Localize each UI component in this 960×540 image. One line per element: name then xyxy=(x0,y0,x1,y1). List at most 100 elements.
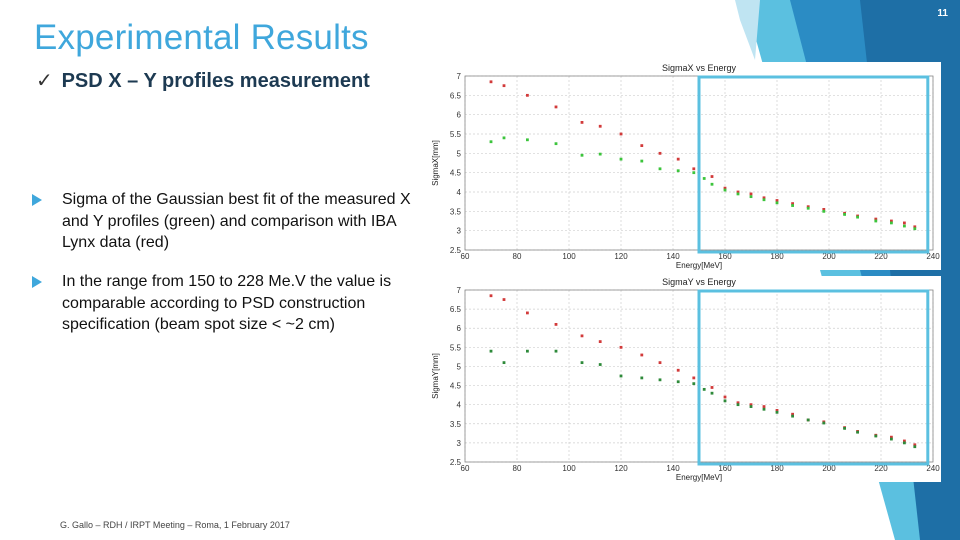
data-point xyxy=(676,157,680,161)
data-point xyxy=(526,311,529,315)
data-point xyxy=(843,426,846,430)
data-point xyxy=(526,138,529,142)
y-tick-label: 6 xyxy=(457,324,462,333)
data-point xyxy=(856,215,859,219)
data-point xyxy=(710,386,714,389)
data-point xyxy=(692,376,696,380)
y-tick-label: 4 xyxy=(457,401,462,410)
chart-sigmay: SigmaY vs Energy 2.5 3 3.5 4 4.5 5 5.5 6 6.5 7 60 80… xyxy=(427,276,941,482)
highlight-box xyxy=(697,289,930,466)
data-point xyxy=(580,121,584,124)
data-point xyxy=(791,204,794,207)
data-point xyxy=(762,407,766,411)
x-tick-label: 220 xyxy=(874,252,888,261)
y-axis-label: SigmaX[mm] xyxy=(431,140,440,186)
data-point xyxy=(723,395,727,399)
data-point xyxy=(692,171,696,175)
data-point xyxy=(598,124,602,128)
x-tick-label: 140 xyxy=(666,464,680,473)
data-point xyxy=(554,349,558,353)
data-point xyxy=(903,441,906,445)
x-tick-label: 100 xyxy=(562,464,576,473)
data-point xyxy=(913,443,917,447)
y-axis-label: SigmaY[mm] xyxy=(431,353,440,399)
data-point xyxy=(580,361,584,365)
data-point xyxy=(749,405,753,408)
data-point xyxy=(526,349,529,353)
data-point xyxy=(526,93,529,97)
x-tick-label: 80 xyxy=(513,252,522,261)
data-point xyxy=(822,421,826,425)
x-tick-label: 160 xyxy=(718,464,732,473)
data-point xyxy=(710,391,714,395)
data-point xyxy=(723,186,727,190)
chart-sigmax: SigmaX vs Energy 2.5 3 3.5 4 4.5 5 5.5 6 6.5 7 60 80… xyxy=(427,62,941,270)
data-point xyxy=(489,80,493,84)
data-point xyxy=(843,213,846,216)
data-point xyxy=(903,221,906,225)
data-point xyxy=(903,224,906,228)
chart-title: SigmaX vs Energy xyxy=(662,63,737,73)
data-point xyxy=(554,323,558,326)
y-tick-label: 2.5 xyxy=(450,458,462,467)
data-point xyxy=(676,380,680,384)
data-point xyxy=(658,151,662,155)
data-point xyxy=(658,167,662,171)
data-point xyxy=(692,382,696,386)
x-axis-label: Energy[MeV] xyxy=(676,473,722,482)
data-point xyxy=(806,206,810,210)
x-tick-label: 200 xyxy=(822,464,836,473)
page-number: 11 xyxy=(937,8,948,19)
data-point xyxy=(640,144,644,147)
data-point xyxy=(762,405,766,408)
data-point xyxy=(890,435,893,439)
y-tick-label: 5 xyxy=(457,149,462,158)
x-tick-label: 60 xyxy=(461,464,470,473)
data-point xyxy=(619,374,623,378)
x-tick-label: 180 xyxy=(770,464,784,473)
data-point xyxy=(791,414,794,418)
x-tick-label: 60 xyxy=(461,252,470,261)
data-point xyxy=(554,142,558,146)
data-point xyxy=(640,376,644,380)
x-tick-label: 240 xyxy=(926,252,940,261)
y-tick-label: 5.5 xyxy=(450,343,462,352)
y-tick-label: 7 xyxy=(457,72,462,81)
y-tick-label: 4.5 xyxy=(450,382,462,391)
data-point xyxy=(874,219,878,223)
data-point xyxy=(702,387,706,391)
data-point xyxy=(658,361,662,365)
y-tick-label: 3.5 xyxy=(450,207,462,216)
data-point xyxy=(619,345,623,349)
data-point xyxy=(775,410,779,414)
data-point xyxy=(749,403,753,407)
data-point xyxy=(890,221,893,225)
data-point xyxy=(762,196,766,200)
data-point xyxy=(874,434,878,438)
slide-subtitle: ✓ PSD X – Y profiles measurement xyxy=(36,68,370,93)
data-point xyxy=(822,208,826,211)
data-point xyxy=(580,153,584,157)
y-tick-label: 5 xyxy=(457,362,462,371)
x-tick-label: 160 xyxy=(718,252,732,261)
bullet-item: In the range from 150 to 228 Me.V the va… xyxy=(32,271,432,336)
data-point xyxy=(502,298,506,301)
slide-title: Experimental Results xyxy=(34,18,369,57)
y-tick-label: 5.5 xyxy=(450,130,462,139)
data-point xyxy=(736,192,740,196)
data-point xyxy=(619,132,623,136)
data-point xyxy=(903,439,906,443)
data-point xyxy=(806,205,810,209)
data-point xyxy=(913,227,917,231)
sigmax-plot: SigmaX vs Energy 2.5 3 3.5 4 4.5 5 5.5 6 6.5 7 60 80… xyxy=(431,63,940,270)
data-point xyxy=(822,209,826,213)
data-point xyxy=(489,294,493,298)
data-point xyxy=(580,334,584,338)
data-point xyxy=(502,136,506,140)
data-point xyxy=(791,202,794,205)
data-point xyxy=(913,225,917,229)
data-point xyxy=(723,399,727,403)
y-tick-label: 6.5 xyxy=(450,305,462,314)
data-point xyxy=(775,201,779,205)
data-point xyxy=(489,140,493,144)
